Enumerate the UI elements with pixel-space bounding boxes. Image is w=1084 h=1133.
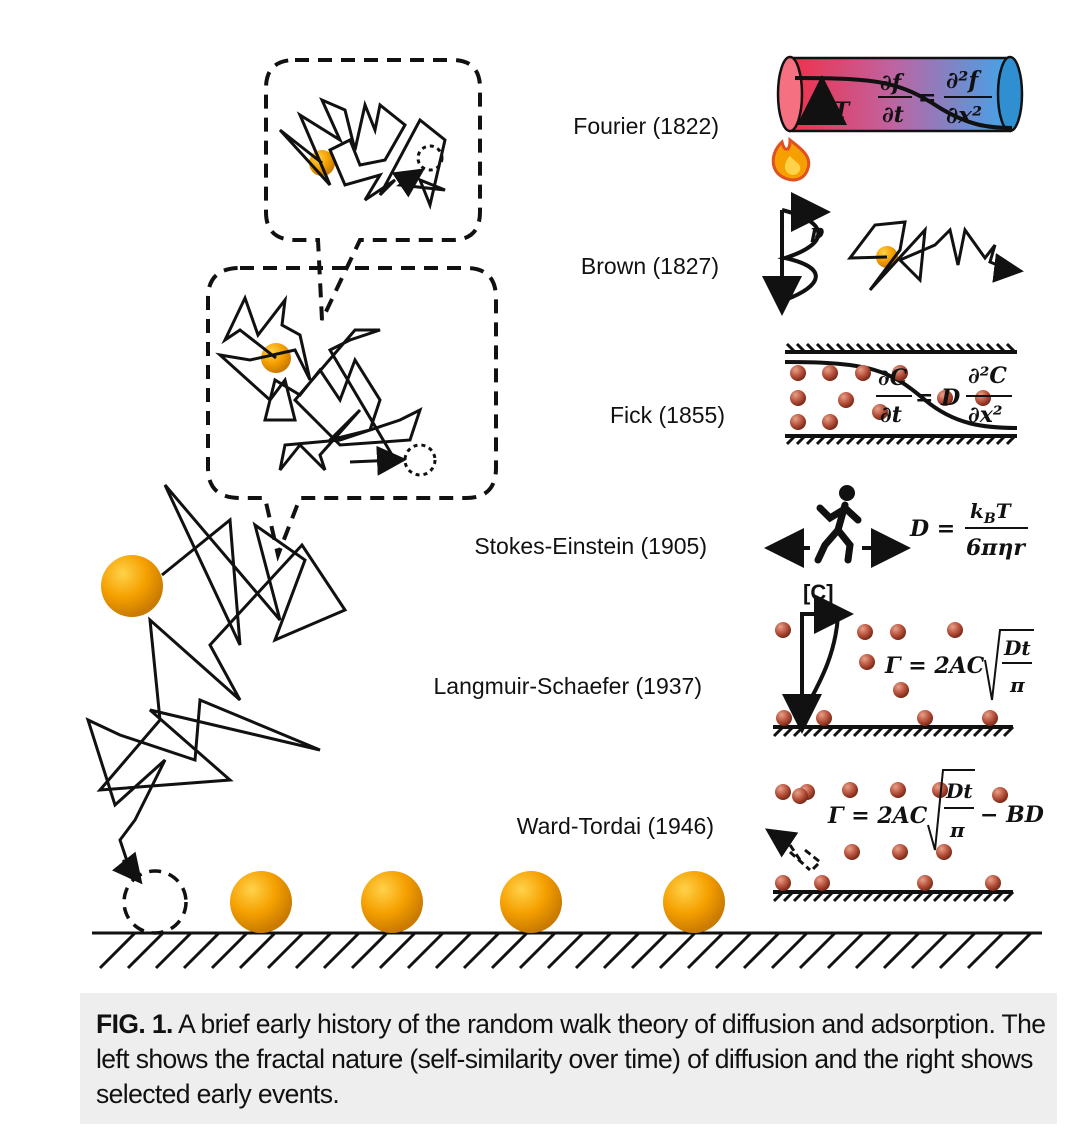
stokes-denominator: 6πηr bbox=[966, 535, 1026, 561]
solute-molecule bbox=[790, 365, 806, 381]
stokes-numerator: kBT bbox=[970, 499, 1013, 527]
solute-molecule bbox=[792, 788, 808, 804]
random-walk-path-large bbox=[85, 484, 348, 871]
event-label-stokes-einstein: Stokes-Einstein (1905) bbox=[474, 533, 707, 559]
event-label-ward-tordai: Ward-Tordai (1946) bbox=[517, 813, 714, 839]
solute-molecule bbox=[892, 844, 908, 860]
solute-molecule bbox=[822, 365, 838, 381]
langmuir-sqrt-denominator: π bbox=[1009, 673, 1025, 697]
solute-molecule bbox=[838, 392, 854, 408]
walking-particle-large bbox=[101, 555, 163, 617]
figure: Fourier (1822) Brown (1827) Fick (1855) … bbox=[85, 55, 1044, 970]
fourier-heat-tube: T ∂f ∂t = ∂²f ∂x² bbox=[771, 55, 1024, 182]
walking-person-icon bbox=[814, 485, 862, 564]
adsorbed-particle bbox=[663, 871, 725, 933]
flame-icon bbox=[771, 136, 811, 182]
ground-surface bbox=[92, 931, 1042, 970]
solute-molecule bbox=[790, 390, 806, 406]
fourier-equals: = bbox=[918, 85, 936, 111]
fourier-lhs-numerator: ∂f bbox=[880, 70, 905, 96]
caption-lead: FIG. 1. bbox=[96, 1009, 173, 1039]
zoom-inset-top bbox=[264, 58, 482, 321]
caption-body: A brief early history of the random walk… bbox=[96, 1009, 1046, 1109]
solute-molecule bbox=[992, 787, 1008, 803]
adsorbed-particle bbox=[361, 871, 423, 933]
solute-molecule bbox=[917, 875, 933, 891]
solute-molecule bbox=[936, 844, 952, 860]
event-labels: Fourier (1822) Brown (1827) Fick (1855) … bbox=[434, 113, 725, 839]
solute-molecule bbox=[822, 414, 838, 430]
concentration-label: [C] bbox=[803, 580, 834, 605]
adsorbed-particle bbox=[230, 871, 292, 933]
fourier-rhs-denominator: ∂x² bbox=[946, 102, 982, 129]
fourier-temperature-symbol: T bbox=[833, 98, 851, 124]
brown-illustration: p bbox=[762, 192, 1024, 316]
solute-molecule bbox=[982, 710, 998, 726]
solute-molecule bbox=[790, 414, 806, 430]
event-label-fick: Fick (1855) bbox=[610, 402, 725, 428]
solute-molecule bbox=[842, 782, 858, 798]
solute-molecule bbox=[937, 390, 953, 406]
fick-rhs-denominator: ∂x² bbox=[968, 402, 1003, 428]
solute-molecule bbox=[947, 622, 963, 638]
solute-molecule bbox=[844, 844, 860, 860]
ward-sqrt-denominator: π bbox=[949, 818, 965, 842]
solute-molecule bbox=[890, 782, 906, 798]
event-label-brown: Brown (1827) bbox=[581, 253, 719, 279]
solute-molecule bbox=[859, 654, 875, 670]
langmuir-schaefer-illustration: [C] Γ = 2AC Dt π bbox=[772, 580, 1034, 738]
event-label-langmuir-schaefer: Langmuir-Schaefer (1937) bbox=[434, 673, 702, 699]
solute-molecule bbox=[985, 875, 1001, 891]
solute-molecule bbox=[890, 624, 906, 640]
stokes-einstein-illustration: D = kBT 6πηr bbox=[764, 485, 1028, 568]
fick-rhs-numerator: ∂²C bbox=[968, 363, 1007, 389]
fick-illustration: ∂C ∂t = D ∂²C ∂x² bbox=[784, 342, 1018, 446]
solute-molecule bbox=[893, 682, 909, 698]
solute-molecule bbox=[814, 875, 830, 891]
langmuir-sqrt-numerator: Dt bbox=[1003, 636, 1031, 660]
solute-molecule bbox=[872, 404, 888, 420]
target-site-dashed bbox=[403, 443, 437, 477]
solute-molecule bbox=[775, 784, 791, 800]
target-site-dashed bbox=[122, 869, 188, 935]
random-walk-path-small bbox=[278, 97, 447, 211]
target-site-dashed bbox=[416, 144, 444, 172]
solute-molecule bbox=[775, 875, 791, 891]
brown-pressure-symbol: p bbox=[810, 219, 824, 243]
fick-lhs-denominator: ∂t bbox=[880, 402, 902, 428]
solute-molecule bbox=[892, 365, 908, 381]
random-walk-arrow-large bbox=[112, 851, 143, 885]
brownian-path bbox=[846, 220, 1011, 292]
caption-text: FIG. 1. A brief early history of the ran… bbox=[96, 1007, 1046, 1112]
solute-molecule bbox=[776, 710, 792, 726]
event-label-fourier: Fourier (1822) bbox=[573, 113, 719, 139]
stokes-lhs: D = bbox=[909, 516, 955, 542]
zoom-inset-middle bbox=[206, 266, 498, 562]
fractal-diffusion-illustration bbox=[85, 58, 1042, 970]
ward-lhs: Γ = 2AC bbox=[827, 803, 928, 829]
fick-lhs-numerator: ∂C bbox=[878, 365, 908, 391]
solute-molecule bbox=[857, 624, 873, 640]
solute-molecule bbox=[775, 622, 791, 638]
solute-molecule bbox=[855, 365, 871, 381]
random-walk-path-medium bbox=[215, 294, 423, 472]
ward-tordai-illustration: Γ = 2AC Dt π − BD bbox=[765, 769, 1044, 903]
solute-molecule bbox=[917, 710, 933, 726]
fourier-lhs-denominator: ∂t bbox=[882, 102, 904, 128]
figure-caption: FIG. 1. A brief early history of the ran… bbox=[80, 993, 1057, 1124]
solute-molecule bbox=[975, 390, 991, 406]
fick-equals-D: = D bbox=[915, 385, 960, 411]
fourier-rhs-numerator: ∂²f bbox=[946, 67, 982, 94]
ward-sqrt-numerator: Dt bbox=[945, 779, 973, 803]
solute-molecule bbox=[816, 710, 832, 726]
ward-tail: − BD bbox=[980, 802, 1044, 828]
langmuir-lhs: Γ = 2AC bbox=[884, 653, 985, 679]
adsorbed-particle bbox=[500, 871, 562, 933]
